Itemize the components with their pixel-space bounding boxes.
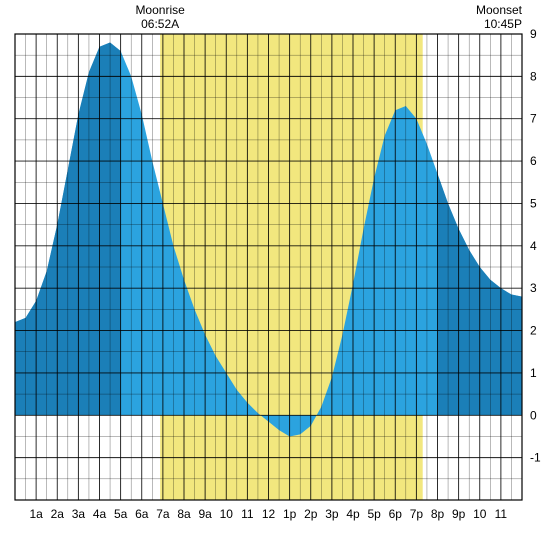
- x-tick-label: 2p: [304, 507, 318, 521]
- x-tick-label: 11: [241, 507, 254, 521]
- x-tick-label: 3a: [72, 507, 86, 521]
- x-tick-label: 7p: [410, 507, 424, 521]
- x-tick-label: 8a: [177, 507, 191, 521]
- x-tick-label: 1p: [283, 507, 297, 521]
- x-tick-label: 2a: [51, 507, 65, 521]
- x-tick-label: 4p: [346, 507, 360, 521]
- x-tick-label: 10: [220, 507, 234, 521]
- x-tick-label: 11: [495, 507, 508, 521]
- x-tick-label: 6p: [389, 507, 403, 521]
- x-tick-label: 12: [262, 507, 276, 521]
- x-tick-label: 8p: [431, 507, 445, 521]
- y-tick-label: 9: [530, 27, 537, 41]
- x-tick-label: 5a: [114, 507, 128, 521]
- moonset-time: 10:45P: [484, 17, 522, 31]
- y-tick-label: 6: [530, 154, 537, 168]
- x-tick-label: 10: [473, 507, 487, 521]
- y-tick-label: 0: [530, 408, 537, 422]
- y-tick-label: -1: [530, 451, 541, 465]
- tide-chart: -101234567891a2a3a4a5a6a7a8a9a1011121p2p…: [0, 0, 550, 550]
- x-tick-label: 1a: [29, 507, 43, 521]
- y-tick-label: 2: [530, 324, 537, 338]
- x-tick-label: 4a: [93, 507, 107, 521]
- x-tick-label: 9a: [198, 507, 212, 521]
- y-tick-label: 5: [530, 196, 537, 210]
- chart-svg: -101234567891a2a3a4a5a6a7a8a9a1011121p2p…: [0, 0, 550, 550]
- moonrise-time: 06:52A: [141, 17, 179, 31]
- moonrise-label: Moonrise: [135, 3, 185, 17]
- x-tick-label: 5p: [367, 507, 381, 521]
- y-tick-label: 8: [530, 69, 537, 83]
- y-tick-label: 4: [530, 239, 537, 253]
- x-tick-label: 3p: [325, 507, 339, 521]
- y-tick-label: 3: [530, 281, 537, 295]
- moonset-label: Moonset: [476, 3, 523, 17]
- y-tick-label: 1: [530, 366, 537, 380]
- x-tick-label: 6a: [135, 507, 149, 521]
- x-tick-label: 9p: [452, 507, 466, 521]
- y-tick-label: 7: [530, 112, 537, 126]
- x-tick-label: 7a: [156, 507, 170, 521]
